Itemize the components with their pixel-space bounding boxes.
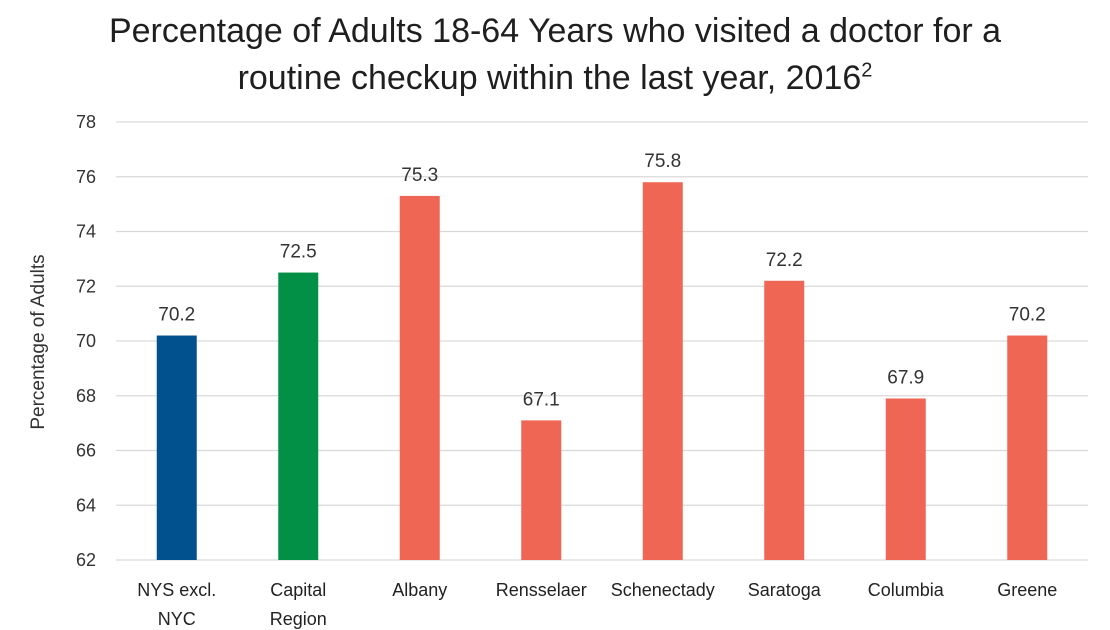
x-category-label: Columbia (868, 580, 945, 600)
bars (156, 182, 1048, 560)
x-category-label: Saratoga (748, 580, 822, 600)
data-label: 72.5 (280, 242, 317, 263)
y-tick-label: 62 (76, 550, 96, 570)
data-label: 67.9 (887, 367, 924, 388)
category-labels: NYS excl. NYC Capital Region Albany Rensselae… (137, 580, 1057, 629)
y-tick-label: 72 (76, 276, 96, 296)
x-category-label: NYS excl. NYC (137, 580, 216, 629)
y-tick-label: 68 (76, 386, 96, 406)
data-label: 75.3 (401, 165, 438, 186)
y-tick-label: 74 (76, 222, 96, 242)
chart-title: Percentage of Adults 18-64 Years who vis… (0, 8, 1110, 102)
chart-title-line-2-text: routine checkup within the last year, 20… (237, 59, 862, 97)
bar (885, 398, 926, 560)
y-tick-label: 64 (76, 495, 96, 515)
x-category-label: Schenectady (611, 580, 715, 600)
data-label: 75.8 (644, 151, 681, 172)
data-label: 67.1 (523, 389, 560, 410)
data-labels: 70.2 72.5 75.3 67.1 75.8 72.2 67.9 70.2 (158, 151, 1045, 410)
x-category-label: Capital Region (270, 580, 327, 629)
x-category-label: Rensselaer (496, 580, 587, 600)
y-tick-labels: 62 64 66 68 70 72 74 76 78 (76, 112, 96, 570)
chart-title-line-1: Percentage of Adults 18-64 Years who vis… (108, 12, 1002, 50)
chart-title-line-2: routine checkup within the last year, 20… (0, 55, 1110, 102)
gridlines (116, 121, 1088, 561)
bar (521, 420, 562, 560)
bar (278, 272, 319, 560)
data-label: 72.2 (766, 250, 803, 271)
bar (642, 182, 683, 560)
x-category-label: Greene (997, 580, 1057, 600)
data-label: 70.2 (1009, 305, 1046, 326)
y-tick-label: 76 (76, 167, 96, 187)
y-tick-label: 66 (76, 441, 96, 461)
bar (156, 335, 197, 560)
y-tick-label: 70 (76, 331, 96, 351)
bar (1007, 335, 1048, 560)
y-tick-label: 78 (76, 112, 96, 132)
x-category-label: Albany (392, 580, 447, 600)
bar (764, 280, 805, 560)
chart-title-footnote-marker: 2 (861, 59, 873, 82)
bar (399, 195, 440, 560)
data-label: 70.2 (158, 305, 195, 326)
